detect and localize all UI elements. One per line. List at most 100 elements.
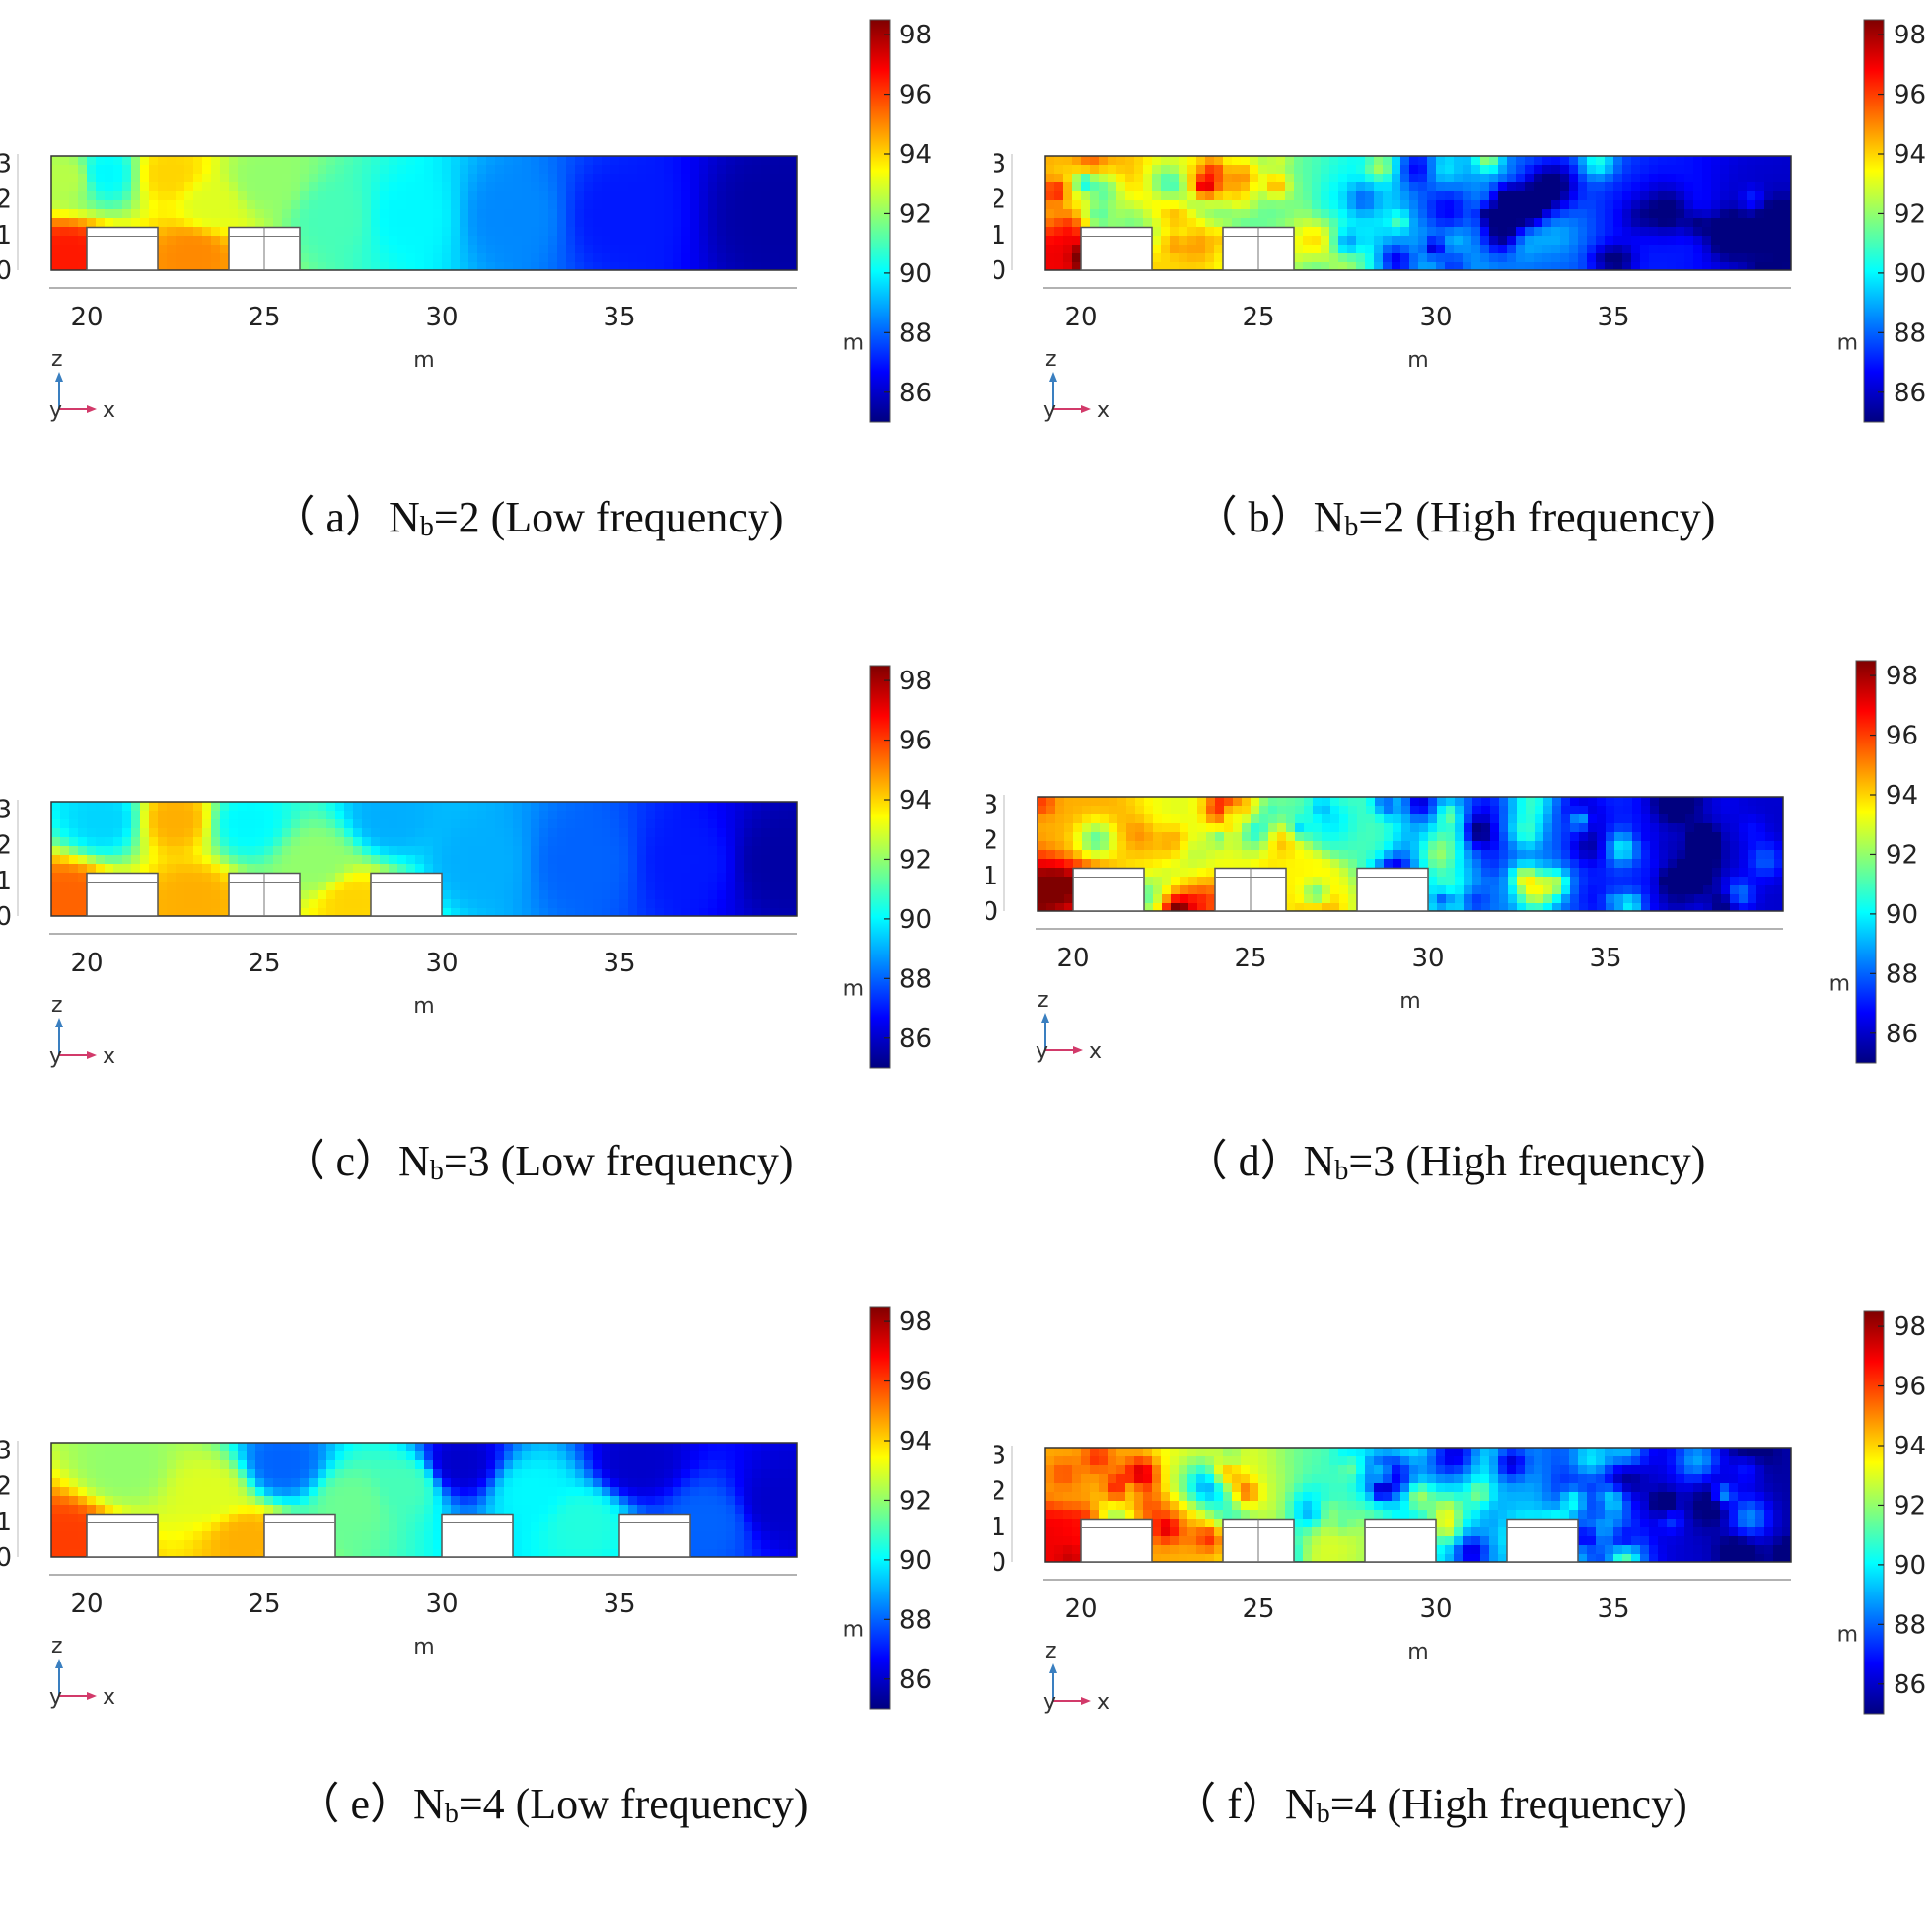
svg-text:z: z [51,347,63,372]
barrier-e-1 [87,1515,158,1558]
barrier-a-1 [87,228,158,271]
x-tick-label: 30 [425,949,458,978]
y-tick-label: 0 [994,256,1006,286]
y-tick-label: 3 [0,149,12,178]
colorbar-unit-label: m [843,977,864,1002]
caption-text: =4 (Low frequency) [459,1780,809,1828]
colorbar-tick-label: 98 [899,667,932,696]
y-tick-label: 0 [0,1543,12,1573]
caption-symbol: N [1304,1137,1335,1185]
colorbar-d [1856,661,1876,1063]
colorbar-tick-label: 98 [899,1308,932,1337]
y-tick-label: 2 [986,826,998,856]
y-tick-label: 2 [0,185,12,215]
caption-f: （ f）Nb=4 (High frequency) [1105,1768,1755,1831]
caption-prefix: （ e） [297,1780,414,1828]
colorbar-e [870,1307,890,1709]
x-axis-label: m [413,1635,434,1660]
barrier-e-2 [264,1515,335,1558]
caption-subscript: b [1344,512,1358,542]
y-tick-label: 1 [0,867,12,896]
colorbar-tick-label: 94 [1894,1432,1926,1461]
barrier-f-3 [1365,1520,1436,1563]
colorbar-tick-label: 96 [1886,722,1918,751]
colorbar-tick-label: 98 [899,21,932,50]
caption-subscript: b [420,512,434,542]
x-tick-label: 35 [1597,303,1629,332]
colorbar-tick-label: 94 [899,140,932,170]
x-tick-label: 30 [1419,303,1452,332]
svg-text:x: x [103,1044,115,1069]
y-tick-label: 1 [0,221,12,250]
colorbar-tick-label: 90 [899,1546,932,1576]
y-tick-label: 2 [994,1477,1006,1507]
colorbar-tick-label: 86 [1894,379,1926,408]
colorbar-tick-label: 86 [899,1665,932,1695]
x-tick-label: 20 [70,949,103,978]
caption-subscript: b [1317,1799,1330,1829]
x-axis-label: m [413,348,434,373]
caption-symbol: N [1314,493,1345,541]
colorbar-tick-label: 96 [1894,81,1926,110]
colorbar-a [870,20,890,422]
field-heatmap-a [51,156,798,271]
caption-symbol: N [389,493,420,541]
barrier-c-3 [371,874,442,917]
y-tick-label: 0 [994,1548,1006,1578]
colorbar-unit-label: m [1837,331,1858,356]
colorbar-tick-label: 86 [1894,1670,1926,1700]
x-axis-label: m [1399,989,1420,1014]
y-tick-label: 3 [994,149,1006,178]
svg-text:x: x [1089,1039,1102,1064]
y-tick-label: 3 [986,790,998,819]
barrier-d-1 [1073,869,1144,912]
x-tick-label: 35 [603,949,635,978]
x-tick-label: 20 [1056,944,1089,973]
y-tick-label: 0 [0,256,12,286]
caption-text: =4 (High frequency) [1330,1780,1687,1828]
y-tick-label: 3 [0,795,12,824]
barrier-a-2 [229,228,300,271]
colorbar-tick-label: 92 [1894,1491,1926,1521]
colorbar-tick-label: 90 [1894,1551,1926,1581]
x-tick-label: 30 [425,1590,458,1619]
caption-text: =3 (High frequency) [1348,1137,1705,1185]
x-tick-label: 25 [1234,944,1266,973]
caption-text: =2 (Low frequency) [434,493,784,541]
x-tick-label: 25 [248,1590,280,1619]
colorbar-tick-label: 86 [1886,1020,1918,1049]
colorbar-tick-label: 96 [899,81,932,110]
colorbar-f [1864,1311,1884,1714]
x-tick-label: 30 [425,303,458,332]
colorbar-tick-label: 96 [1894,1373,1926,1402]
y-tick-label: 2 [0,1472,12,1502]
barrier-f-2 [1223,1520,1294,1563]
y-tick-label: 0 [0,902,12,932]
y-tick-label: 1 [994,221,1006,250]
colorbar-tick-label: 88 [1894,1610,1926,1640]
y-tick-label: 1 [0,1508,12,1537]
x-tick-label: 25 [1242,303,1274,332]
colorbar-unit-label: m [843,331,864,356]
y-tick-label: 1 [986,862,998,891]
caption-symbol: N [398,1137,430,1185]
svg-text:z: z [51,993,63,1018]
caption-c: （ c）Nb=3 (Low frequency) [212,1125,863,1188]
caption-prefix: （ b） [1194,493,1314,541]
barrier-f-1 [1081,1520,1152,1563]
colorbar-tick-label: 94 [899,786,932,815]
x-axis-label: m [1407,1640,1428,1664]
barrier-d-3 [1357,869,1428,912]
x-tick-label: 25 [248,303,280,332]
caption-subscript: b [1334,1156,1348,1186]
caption-e: （ e）Nb=4 (Low frequency) [227,1768,878,1831]
caption-prefix: （ f） [1173,1780,1285,1828]
y-tick-label: 3 [0,1436,12,1465]
x-tick-label: 30 [1411,944,1444,973]
colorbar-c [870,666,890,1068]
svg-text:y: y [1043,398,1056,423]
barrier-c-2 [229,874,300,917]
y-tick-label: 0 [986,897,998,927]
